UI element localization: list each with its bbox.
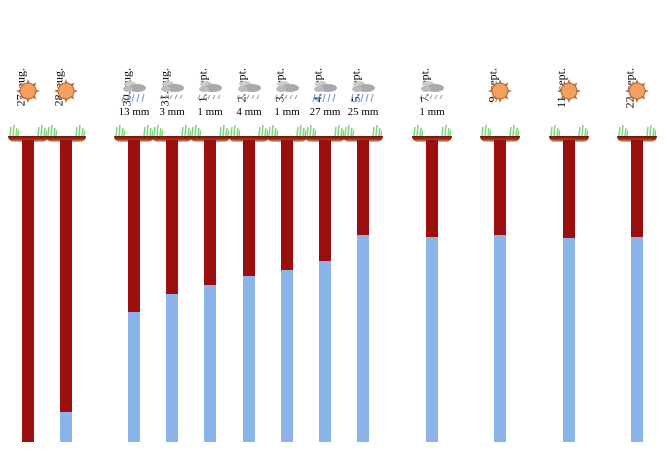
grass-icon xyxy=(47,124,57,136)
grass-icon xyxy=(181,124,191,136)
light-rain-icon xyxy=(273,78,301,104)
soil-column xyxy=(60,140,72,442)
soil-surface xyxy=(305,136,345,142)
grass-icon xyxy=(9,124,19,136)
water-level-bar xyxy=(243,275,255,442)
day-column: 31. aug. 3 mm xyxy=(152,0,192,472)
grass-icon xyxy=(618,124,628,136)
day-column: 22. sept. xyxy=(617,0,657,472)
light-rain-icon xyxy=(418,78,446,104)
grass-icon xyxy=(75,124,85,136)
soil-column xyxy=(426,140,438,442)
water-level-bar xyxy=(281,269,293,442)
water-level-bar xyxy=(319,260,331,442)
grass-icon xyxy=(268,124,278,136)
rain-amount: 4 mm xyxy=(236,106,262,118)
grass-icon xyxy=(578,124,588,136)
soil-column xyxy=(357,140,369,442)
day-column: 9. sept. xyxy=(480,0,520,472)
soil-surface xyxy=(267,136,307,142)
grass-icon xyxy=(230,124,240,136)
soil-column xyxy=(563,140,575,442)
soil-column xyxy=(243,140,255,442)
day-column: 7. sept. 1 mm xyxy=(412,0,452,472)
water-level-bar xyxy=(204,284,216,442)
grass-icon xyxy=(413,124,423,136)
grass-icon xyxy=(646,124,656,136)
grass-icon xyxy=(334,124,344,136)
rain-amount: 1 mm xyxy=(419,106,445,118)
day-column: 1. sept. 1 mm xyxy=(190,0,230,472)
day-column: 2. sept. 4 mm xyxy=(229,0,269,472)
soil-surface xyxy=(114,136,154,142)
soil-surface xyxy=(8,136,48,142)
day-column: 11. sept. xyxy=(549,0,589,472)
soil-surface xyxy=(190,136,230,142)
heavy-rain-icon xyxy=(311,78,339,104)
rain-amount: 25 mm xyxy=(347,106,379,118)
soil-surface xyxy=(229,136,269,142)
grass-icon xyxy=(296,124,306,136)
heavy-rain-icon xyxy=(349,78,377,104)
water-level-bar xyxy=(563,238,575,442)
grass-icon xyxy=(37,124,47,136)
light-rain-icon xyxy=(196,78,224,104)
grass-icon xyxy=(191,124,201,136)
soil-surface xyxy=(480,136,520,142)
water-level-bar xyxy=(631,236,643,442)
sun-icon xyxy=(52,78,80,104)
soil-surface xyxy=(412,136,452,142)
grass-icon xyxy=(509,124,519,136)
day-column: 4. sept. 27 mm xyxy=(305,0,345,472)
soil-column xyxy=(22,140,34,442)
grass-icon xyxy=(153,124,163,136)
grass-icon xyxy=(550,124,560,136)
water-level-bar xyxy=(166,294,178,442)
grass-icon xyxy=(143,124,153,136)
rain-amount: 1 mm xyxy=(274,106,300,118)
rain-amount: 3 mm xyxy=(159,106,185,118)
sun-icon xyxy=(623,78,651,104)
rain-amount: 27 mm xyxy=(309,106,341,118)
day-column: 27. aug. xyxy=(8,0,48,472)
light-rain-icon xyxy=(158,78,186,104)
sun-icon xyxy=(555,78,583,104)
day-column: 3. sept. 1 mm xyxy=(267,0,307,472)
grass-icon xyxy=(481,124,491,136)
water-level-bar xyxy=(60,411,72,442)
water-level-bar xyxy=(128,312,140,442)
soil-column xyxy=(494,140,506,442)
soil-column xyxy=(281,140,293,442)
rain-amount: 1 mm xyxy=(197,106,223,118)
soil-column xyxy=(631,140,643,442)
sun-icon xyxy=(486,78,514,104)
soil-surface xyxy=(46,136,86,142)
grass-icon xyxy=(441,124,451,136)
day-column: 30. aug. 13 mm xyxy=(114,0,154,472)
grass-icon xyxy=(258,124,268,136)
soil-column xyxy=(128,140,140,442)
sun-icon xyxy=(14,78,42,104)
soil-surface xyxy=(617,136,657,142)
day-column: 28. aug. xyxy=(46,0,86,472)
soil-surface xyxy=(343,136,383,142)
light-rain-icon xyxy=(235,78,263,104)
grass-icon xyxy=(344,124,354,136)
heavy-rain-icon xyxy=(120,78,148,104)
grass-icon xyxy=(115,124,125,136)
water-level-bar xyxy=(426,236,438,442)
soil-column xyxy=(166,140,178,442)
grass-icon xyxy=(219,124,229,136)
rain-amount: 13 mm xyxy=(118,106,150,118)
soil-surface xyxy=(152,136,192,142)
water-level-bar xyxy=(357,235,369,442)
day-column: 5. sept. 25 mm xyxy=(343,0,383,472)
water-level-bar xyxy=(494,235,506,442)
soil-column xyxy=(319,140,331,442)
grass-icon xyxy=(306,124,316,136)
soil-surface xyxy=(549,136,589,142)
soil-column xyxy=(204,140,216,442)
grass-icon xyxy=(372,124,382,136)
